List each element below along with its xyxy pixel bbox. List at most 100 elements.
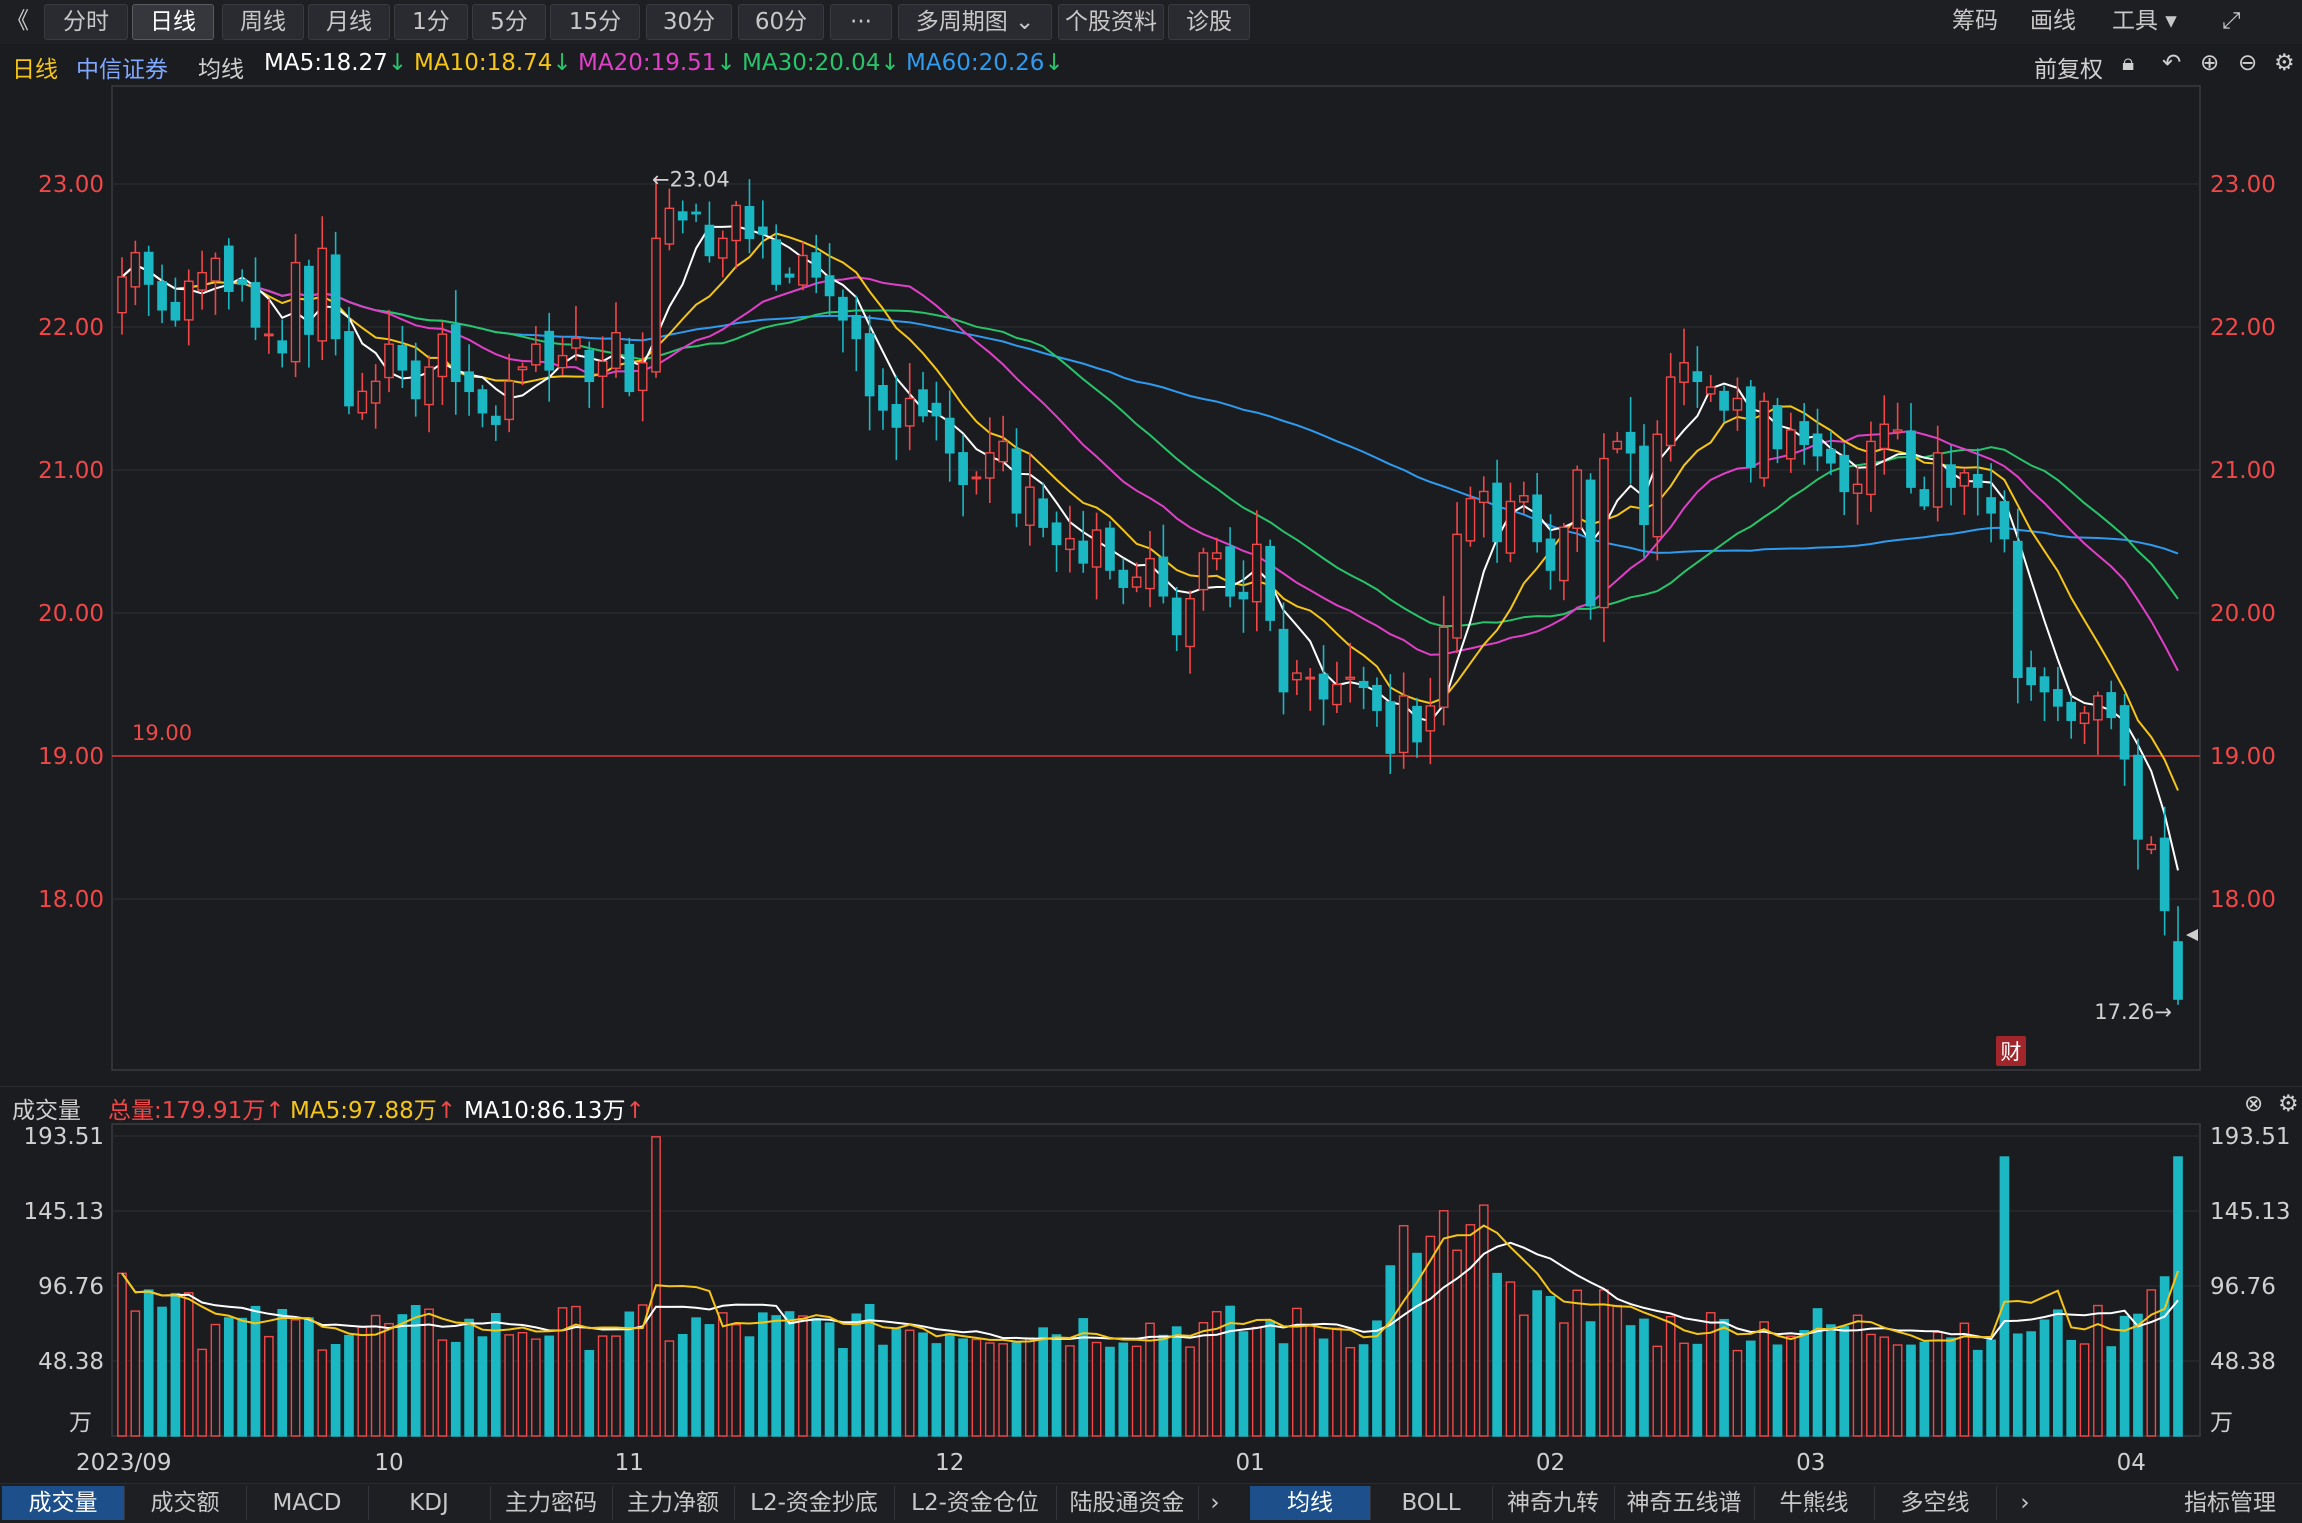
candle-body[interactable]: [1185, 598, 1195, 648]
volume-bar[interactable]: [2159, 1276, 2170, 1437]
candle-body[interactable]: [1198, 552, 1209, 591]
candle-body[interactable]: [984, 452, 995, 479]
candle-body[interactable]: [1612, 440, 1623, 450]
volume-bar[interactable]: [531, 1338, 541, 1437]
tab-intraday[interactable]: 分时: [44, 4, 128, 40]
tab-long-short[interactable]: 多空线: [1874, 1486, 1997, 1520]
volume-bar[interactable]: [330, 1344, 341, 1437]
candle-body[interactable]: [2093, 695, 2103, 721]
candle-body[interactable]: [1332, 683, 1342, 706]
zoom-in-icon[interactable]: ⊕: [2200, 50, 2220, 76]
price-chart[interactable]: 23.00 23.00 22.00 22.00 21.00 21.00 20.00 20.00…: [0, 84, 2302, 1086]
tab-kdj[interactable]: KDJ: [368, 1486, 491, 1520]
candle-body[interactable]: [2066, 701, 2077, 721]
volume-bar[interactable]: [1839, 1326, 1850, 1437]
tab-magic-nine[interactable]: 神奇九转: [1492, 1486, 1615, 1520]
candle-body[interactable]: [1452, 533, 1462, 639]
volume-bar[interactable]: [1452, 1249, 1462, 1437]
candle-body[interactable]: [1852, 483, 1863, 494]
volume-bar[interactable]: [1946, 1337, 1956, 1437]
draw-line-button[interactable]: 画线: [2030, 8, 2076, 34]
volume-bar[interactable]: [1131, 1345, 1142, 1437]
volume-bar[interactable]: [1051, 1334, 1062, 1437]
volume-bar[interactable]: [1572, 1289, 1583, 1437]
volume-bar[interactable]: [971, 1338, 982, 1437]
tab-bull-bear[interactable]: 牛熊线: [1754, 1486, 1875, 1520]
volume-bar[interactable]: [1959, 1322, 1970, 1437]
candle-body[interactable]: [2012, 540, 2023, 679]
volume-bar[interactable]: [397, 1314, 408, 1437]
candle-body[interactable]: [1545, 538, 1556, 571]
volume-bar[interactable]: [1545, 1295, 1556, 1437]
candle-body[interactable]: [717, 237, 728, 259]
volume-bar[interactable]: [317, 1349, 328, 1437]
tabs-left-more-icon[interactable]: ›: [1210, 1490, 1220, 1516]
candle-body[interactable]: [838, 296, 848, 321]
undo-icon[interactable]: ↶: [2162, 50, 2182, 76]
volume-bar[interactable]: [464, 1318, 474, 1437]
candle-body[interactable]: [1412, 705, 1422, 743]
volume-bar[interactable]: [611, 1335, 621, 1437]
candle-body[interactable]: [597, 360, 608, 377]
candle-body[interactable]: [1211, 552, 1222, 560]
candle-body[interactable]: [1345, 676, 1356, 680]
tab-l2-bottom[interactable]: L2-资金抄底: [734, 1486, 895, 1520]
candle-body[interactable]: [904, 397, 915, 427]
volume-bar[interactable]: [891, 1328, 902, 1437]
candle-body[interactable]: [1559, 526, 1569, 582]
volume-bar[interactable]: [1785, 1335, 1796, 1437]
volume-bar[interactable]: [704, 1324, 715, 1437]
volume-bar[interactable]: [2039, 1319, 2050, 1437]
volume-bar[interactable]: [878, 1344, 888, 1437]
volume-bar[interactable]: [1278, 1343, 1289, 1437]
volume-bar[interactable]: [2066, 1339, 2077, 1437]
volume-bar[interactable]: [624, 1311, 635, 1437]
candle-body[interactable]: [1972, 473, 1983, 488]
volume-bar[interactable]: [1812, 1308, 1823, 1437]
volume-bar[interactable]: [958, 1338, 968, 1437]
diagnose-button[interactable]: 诊股: [1168, 4, 1250, 40]
volume-bar[interactable]: [504, 1334, 515, 1437]
volume-bar[interactable]: [1625, 1325, 1636, 1437]
candle-body[interactable]: [384, 343, 394, 379]
candle-body[interactable]: [584, 349, 595, 383]
more-button[interactable]: ···: [830, 4, 892, 40]
expand-icon[interactable]: ⤢: [2222, 8, 2241, 34]
candle-body[interactable]: [237, 278, 247, 285]
volume-bar[interactable]: [424, 1308, 434, 1437]
volume-bar[interactable]: [717, 1312, 728, 1437]
volume-bar[interactable]: [1705, 1312, 1716, 1437]
candle-body[interactable]: [864, 333, 875, 397]
tab-ma[interactable]: 均线: [1250, 1486, 1371, 1520]
volume-bar[interactable]: [1599, 1289, 1609, 1437]
volume-bar[interactable]: [143, 1289, 154, 1437]
volume-bar[interactable]: [304, 1317, 314, 1437]
candle-body[interactable]: [143, 251, 154, 285]
volume-bar[interactable]: [851, 1313, 862, 1437]
candle-body[interactable]: [771, 239, 782, 285]
candle-body[interactable]: [1051, 522, 1062, 546]
candle-body[interactable]: [1772, 405, 1783, 450]
candle-body[interactable]: [1652, 433, 1663, 538]
volume-bar[interactable]: [1852, 1314, 1863, 1437]
volume-bar[interactable]: [1398, 1225, 1409, 1437]
volume-bar[interactable]: [1492, 1272, 1502, 1437]
candle-body[interactable]: [1518, 495, 1529, 503]
back-icon[interactable]: 《: [6, 8, 29, 34]
candle-body[interactable]: [330, 254, 341, 340]
volume-bar[interactable]: [664, 1340, 675, 1437]
volume-bar[interactable]: [1345, 1346, 1356, 1437]
volume-bar[interactable]: [1559, 1322, 1569, 1437]
candle-body[interactable]: [1105, 527, 1115, 571]
candle-body[interactable]: [637, 362, 648, 392]
volume-bar[interactable]: [477, 1336, 488, 1437]
candle-body[interactable]: [1532, 494, 1543, 543]
volume-bar[interactable]: [1652, 1345, 1663, 1437]
candle-body[interactable]: [1692, 371, 1703, 383]
candle-body[interactable]: [437, 333, 448, 378]
volume-bar[interactable]: [2053, 1309, 2063, 1437]
candle-body[interactable]: [1919, 489, 1930, 507]
candle-body[interactable]: [757, 226, 768, 235]
volume-bar[interactable]: [1665, 1315, 1676, 1437]
candle-body[interactable]: [824, 275, 835, 297]
